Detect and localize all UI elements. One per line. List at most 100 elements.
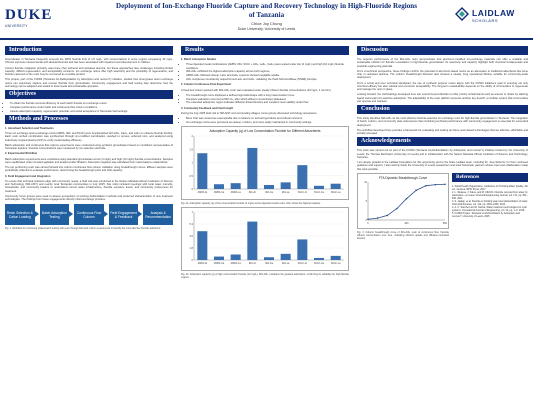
y-tick-label: 2 bbox=[192, 134, 194, 138]
list-item: AMPA-Al3+ followed closely; La3+ and Ca2… bbox=[186, 74, 349, 77]
figure-caption: Fig. 1. Workflow for continuing scaled b… bbox=[5, 227, 161, 231]
list-item: IRA-Al3+ exhibited the highest adsorptio… bbox=[186, 70, 349, 73]
reference-item: 3. S. Jagtap, et al. Fluoride in drinkin… bbox=[452, 199, 529, 206]
chart-title: Adsorption Capacity (q) of Low Concentra… bbox=[209, 129, 320, 133]
data-point bbox=[376, 217, 379, 219]
x-tick-label: 800 bbox=[443, 222, 448, 225]
results-subheading: 2. Column Continuous-Flow Experiment bbox=[181, 83, 232, 87]
poster-header: DUKE UNIVERSITY Deployment of Ion-Exchan… bbox=[0, 0, 533, 38]
y-tick-label: 5 bbox=[366, 200, 368, 203]
x-tick-label: 0 bbox=[367, 222, 369, 225]
duke-logo: DUKE UNIVERSITY bbox=[5, 4, 69, 32]
reference-item: 1. World Health Organization. Guidelines… bbox=[452, 184, 528, 191]
intro-paragraph: Groundwater in Tanzania frequently excee… bbox=[5, 58, 173, 65]
results-paragraph: A fixed-bed column packed with IRA-Al3+ … bbox=[181, 88, 332, 92]
results-paragraph: During the July 2025 field visit to NM-A… bbox=[181, 111, 318, 115]
section-methods: Methods and Processes bbox=[5, 114, 173, 124]
x-tick-label: SCLF-La bbox=[331, 262, 341, 265]
intro-paragraph: This project, part of the FUNDI (Tanzani… bbox=[5, 78, 173, 88]
section-introduction: Introduction bbox=[5, 46, 173, 55]
bar bbox=[330, 256, 341, 261]
section-acknowledgements: Acknowledgements bbox=[357, 137, 528, 147]
figure-caption: Fig. 2b. Adsorption capacity (q) of high… bbox=[181, 273, 349, 280]
y-tick-label: 7 bbox=[192, 210, 194, 214]
list-item: Ion exchange resins were perceived as cl… bbox=[186, 121, 349, 124]
references-list: 1. World Health Organization. Guidelines… bbox=[452, 185, 528, 218]
bar bbox=[264, 185, 274, 190]
poster-authors: Chloe Joy Chung bbox=[251, 21, 282, 26]
laidlaw-wordmark: LAIDLAW bbox=[472, 8, 515, 18]
right-column: Discussion The superior performance of t… bbox=[357, 46, 528, 240]
reference-item: 2. L. Wekesa, J. Kaina, and M. Ulbricht.… bbox=[452, 190, 528, 200]
bar bbox=[197, 231, 208, 261]
methods-paragraph: The top performing resin was carried for… bbox=[5, 166, 173, 173]
header-divider bbox=[0, 38, 533, 40]
y-tick-label: 1.5 bbox=[189, 148, 193, 152]
duke-subtext: UNIVERSITY bbox=[5, 24, 28, 28]
list-item: Assess adsorption capacity, regeneration… bbox=[10, 110, 173, 113]
workflow-step: Resin Selection & Cation Loading bbox=[5, 204, 39, 226]
bar bbox=[214, 256, 224, 261]
bar bbox=[247, 221, 258, 261]
x-tick-label: AMPA-La bbox=[231, 262, 242, 265]
chart-high-fluoride: 0 1.8 3.5 5.3 7 AMPA-Al AMPA-Ca AMPA-La IRA-Al IR… bbox=[181, 207, 349, 272]
series-line bbox=[367, 183, 446, 220]
workflow-diagram: Resin Selection & Cation Loading Batch A… bbox=[5, 204, 173, 226]
x-tick-label: IRA-Ca bbox=[265, 191, 274, 194]
workflow-step: Field Engagement & Feedback bbox=[108, 204, 142, 226]
workflow-step: Batch Adsorption Testing bbox=[39, 204, 73, 226]
methods-paragraph: Three ion exchange anion-exchange resins… bbox=[5, 132, 173, 142]
x-tick-label: AMPA-Al bbox=[198, 262, 208, 265]
y-tick-label: 1.8 bbox=[189, 246, 193, 250]
reference-item: 4. A. C. Sanchez and R. Garcia. Water tr… bbox=[452, 205, 527, 212]
y-tick-label: 0 bbox=[192, 187, 194, 191]
results-subheading: 1. Batch Adsorption Studies bbox=[181, 58, 217, 61]
section-results: Results bbox=[181, 46, 349, 55]
intro-paragraph: Current fluoride mitigation primarily us… bbox=[5, 66, 173, 77]
x-tick-label: SCLF-Al bbox=[298, 191, 308, 194]
discussion-paragraph: The superior performance of the IRA-Al3+… bbox=[357, 58, 528, 68]
title-block: Deployment of Ion-Exchange Fluoride Capt… bbox=[115, 2, 418, 31]
bar bbox=[197, 153, 208, 190]
x-tick-label: SCLF-Al bbox=[298, 262, 308, 265]
reference-item: 5. FUNDI Project. Tanzania Co-Defluorida… bbox=[452, 211, 520, 218]
section-discussion: Discussion bbox=[357, 46, 528, 55]
x-tick-label: IRA-La bbox=[282, 191, 290, 194]
list-item: Complete saturation occurred at 600 mL, … bbox=[186, 98, 349, 101]
results-list: Bone char was viewed as unacceptable due… bbox=[181, 117, 349, 124]
list-item: Al3+ complexes consistently outperformed… bbox=[186, 78, 349, 81]
bar bbox=[330, 184, 341, 190]
x-tick-label: AMPA-La bbox=[231, 191, 242, 194]
data-point bbox=[444, 183, 446, 185]
x-tick-label: SCLF-La bbox=[331, 191, 341, 194]
figure-caption: Fig. 2a. Adsorption capacity (q) of low … bbox=[181, 202, 321, 206]
objectives-list: To obtain the fluoride removal efficienc… bbox=[5, 102, 173, 113]
bar bbox=[264, 257, 274, 261]
list-item: Bone char was viewed as unacceptable due… bbox=[186, 117, 349, 120]
bar bbox=[214, 184, 224, 190]
x-tick-label: 400 bbox=[404, 222, 409, 225]
x-tick-label: SCLF-Ca bbox=[314, 262, 325, 265]
bar bbox=[247, 148, 258, 190]
results-list: The breakthrough curve displayed a defin… bbox=[181, 94, 349, 105]
poster-title: Deployment of Ion-Exchange Fluoride Capt… bbox=[116, 2, 417, 19]
methods-paragraph: To ensure that technical solutions align… bbox=[5, 179, 173, 193]
ack-paragraph: I am deeply grateful to the Laidlaw Foun… bbox=[357, 161, 528, 171]
x-tick-label: IRA-Ca bbox=[265, 262, 274, 265]
data-point bbox=[396, 207, 398, 210]
y-tick-label: 0 bbox=[192, 258, 194, 262]
y-tick-label: 0 bbox=[366, 219, 368, 222]
discussion-paragraph: From a technical perspective, these find… bbox=[357, 69, 528, 80]
list-item: Compare performance under batch and cont… bbox=[10, 106, 173, 109]
workflow-step: Analysis & Recommendation bbox=[143, 204, 173, 226]
section-conclusion: Conclusion bbox=[357, 105, 528, 114]
ack-paragraph: This work was carried out as part of the… bbox=[357, 149, 528, 159]
bar bbox=[314, 186, 324, 190]
x-tick-label: AMPA-Al bbox=[198, 191, 208, 194]
discussion-paragraph: From a social and user technical standpo… bbox=[357, 81, 528, 92]
bar bbox=[230, 183, 241, 190]
figure-caption: Fig. 3. Column breakthrough curve of IRA… bbox=[357, 230, 449, 240]
data-point bbox=[386, 214, 389, 216]
methods-paragraph: Batch adsorption experiments were conduc… bbox=[5, 157, 173, 164]
